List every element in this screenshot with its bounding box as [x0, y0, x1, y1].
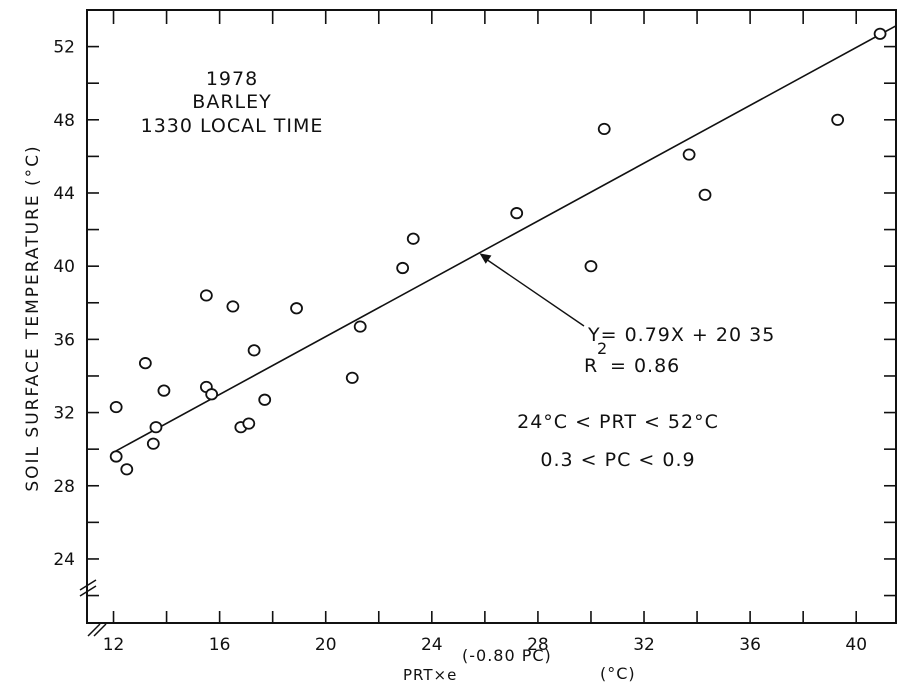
data-point	[698, 188, 712, 201]
data-point	[290, 302, 303, 315]
y-tick-label: 52	[53, 38, 75, 58]
x-axis-ticks: 12 16 20 24 28 32 36 40	[103, 10, 867, 655]
data-point	[682, 148, 696, 161]
regression-line	[113, 25, 897, 453]
regression-equation: Y= 0.79X + 20 35	[587, 324, 775, 346]
plot-frame	[86, 9, 897, 624]
r-squared-letter: R	[584, 355, 598, 377]
data-point	[584, 260, 598, 273]
data-point	[396, 261, 410, 275]
data-point	[873, 27, 887, 40]
data-point	[146, 437, 160, 450]
r-squared-exponent: 2	[597, 339, 608, 358]
annotation-crop: BARLEY	[192, 91, 271, 113]
data-point	[242, 417, 256, 430]
y-tick-label: 44	[53, 184, 75, 204]
y-axis-title: SOIL SURFACE TEMPERATURE (°C)	[23, 144, 43, 491]
x-tick-label: 40	[845, 635, 867, 655]
x-axis-title: PRT×e	[403, 666, 457, 684]
data-point	[510, 207, 524, 220]
x-axis-title-unit: (°C)	[600, 664, 636, 683]
data-point	[157, 384, 171, 397]
x-axis-title-exponent: (-0.80 PC)	[462, 646, 552, 665]
x-tick-label: 28	[527, 635, 549, 655]
x-tick-label: 16	[209, 635, 231, 655]
condition-pc: 0.3 < PC < 0.9	[540, 449, 695, 471]
data-point	[597, 122, 611, 136]
x-tick-label: 20	[315, 635, 337, 655]
data-point	[831, 113, 845, 126]
arrow-head	[479, 253, 492, 264]
data-point	[199, 289, 213, 302]
y-tick-label: 32	[53, 404, 75, 424]
data-point	[247, 344, 261, 357]
r-squared-value: = 0.86	[610, 355, 680, 377]
condition-prt: 24°C < PRT < 52°C	[517, 411, 719, 433]
x-tick-label: 24	[421, 635, 443, 655]
data-point	[226, 300, 240, 313]
axis-break-marks	[79, 579, 107, 637]
data-point	[345, 371, 359, 384]
x-tick-label: 36	[739, 635, 761, 655]
r-squared-label: R	[584, 355, 598, 377]
data-point	[205, 388, 219, 401]
annotation-time: 1330 LOCAL TIME	[141, 115, 324, 137]
data-point	[109, 450, 123, 463]
x-tick-label: 12	[103, 635, 125, 655]
data-point	[109, 400, 123, 414]
data-points	[109, 27, 887, 476]
y-tick-label: 24	[53, 550, 75, 570]
data-point	[120, 463, 134, 476]
data-point	[406, 232, 420, 245]
y-axis-ticks: 24 28 32 36 40 44 48 52	[53, 38, 896, 597]
annotation-year: 1978	[206, 68, 258, 90]
data-point	[258, 393, 272, 406]
data-point	[138, 357, 152, 370]
y-tick-label: 40	[53, 257, 75, 277]
x-tick-label: 32	[633, 635, 655, 655]
data-point	[149, 421, 163, 434]
data-point	[353, 320, 367, 333]
y-tick-label: 28	[53, 477, 75, 497]
regression-arrow	[483, 256, 585, 327]
y-tick-label: 36	[53, 330, 75, 350]
y-tick-label: 48	[53, 111, 75, 131]
